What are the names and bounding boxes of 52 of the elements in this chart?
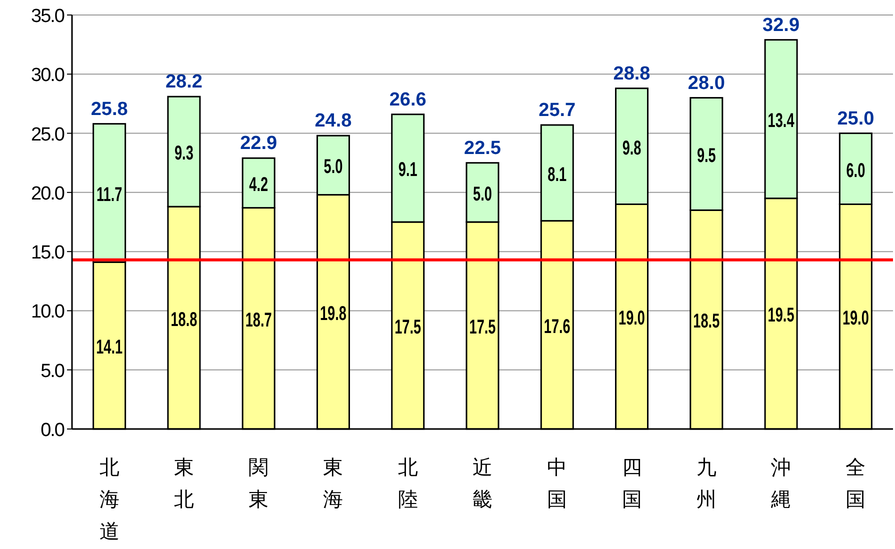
total-label: 25.7 (538, 100, 576, 122)
data-label: 8.1 (548, 163, 567, 186)
data-label: 17.6 (544, 315, 570, 338)
x-tick-label: 東海 (323, 457, 344, 511)
data-label: 17.5 (394, 316, 422, 338)
x-tick-label: 全国 (846, 457, 866, 511)
data-label: 5.0 (324, 156, 343, 178)
data-label: 18.8 (170, 308, 198, 330)
data-label: 9.5 (696, 144, 716, 167)
x-tick-label: 北陸 (398, 457, 418, 511)
data-label: 17.5 (469, 316, 496, 338)
data-label: 18.7 (245, 308, 272, 332)
data-label: 19.5 (768, 304, 795, 326)
total-label: 32.9 (762, 14, 800, 36)
total-label: 24.8 (314, 110, 352, 132)
data-label: 11.7 (96, 183, 122, 206)
x-tick-label: 北海道 (99, 457, 120, 543)
total-label: 22.9 (240, 133, 278, 154)
y-tick-label: 15.0 (31, 242, 64, 264)
y-tick-label: 35.0 (31, 6, 64, 27)
y-tick-label: 30.0 (31, 65, 64, 86)
data-label: 6.0 (846, 159, 866, 182)
data-label: 13.4 (768, 110, 795, 132)
total-label: 25.0 (837, 108, 874, 130)
data-label: 14.1 (96, 336, 123, 358)
total-label: 22.5 (464, 138, 502, 159)
total-label: 28.2 (165, 72, 202, 93)
data-label: 9.8 (622, 136, 642, 159)
total-label: 28.8 (613, 63, 650, 84)
data-label: 4.2 (249, 173, 268, 196)
total-label: 25.8 (90, 98, 128, 120)
y-tick-label: 25.0 (31, 124, 64, 146)
data-label: 5.0 (473, 182, 492, 206)
data-label: 19.0 (618, 307, 646, 330)
y-tick-label: 5.0 (40, 360, 64, 382)
data-label: 19.0 (842, 307, 869, 330)
total-label: 28.0 (688, 72, 725, 94)
x-tick-label: 東北 (174, 457, 194, 511)
data-label: 18.5 (693, 310, 720, 332)
y-tick-label: 10.0 (31, 302, 64, 323)
y-tick-label: 20.0 (31, 183, 64, 204)
y-tick-label: 0.0 (40, 420, 64, 441)
x-tick-label: 近畿 (472, 457, 492, 511)
data-label: 9.1 (398, 158, 418, 181)
data-label: 9.3 (174, 142, 194, 164)
data-label: 19.8 (320, 302, 346, 325)
x-tick-label: 九州 (696, 457, 716, 511)
x-tick-label: 沖縄 (770, 457, 792, 511)
total-label: 26.6 (389, 89, 426, 110)
x-tick-label: 関東 (248, 457, 269, 511)
x-tick-label: 四国 (622, 457, 642, 511)
x-tick-label: 中国 (547, 457, 568, 511)
